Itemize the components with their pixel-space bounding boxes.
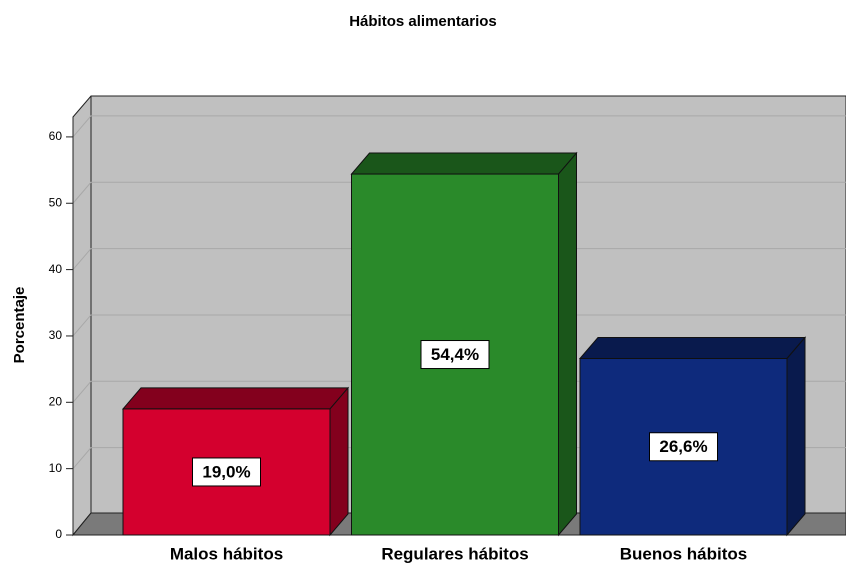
chart-title: Hábitos alimentarios	[349, 13, 497, 30]
value-label: 19,0%	[202, 462, 250, 481]
bar-top	[578, 337, 807, 360]
y-tick-label: 20	[49, 394, 63, 408]
y-tick-label: 40	[49, 262, 63, 276]
bar-side	[558, 151, 577, 537]
grid-line	[72, 181, 846, 204]
value-label: 54,4%	[431, 345, 479, 364]
bar-top	[121, 387, 350, 410]
value-label-box	[192, 457, 261, 487]
y-tick-label: 30	[49, 328, 63, 342]
x-tick-label: Regulares hábitos	[381, 544, 528, 563]
y-tick-label: 0	[55, 527, 62, 541]
y-tick-label: 60	[49, 129, 63, 143]
value-label: 26,6%	[659, 437, 707, 456]
y-tick-label: 10	[49, 461, 63, 475]
bar-side	[329, 386, 349, 537]
grid-line	[72, 248, 846, 270]
x-tick-label: Buenos hábitos	[620, 544, 748, 563]
bar-top	[350, 152, 578, 175]
grid-line	[72, 314, 846, 337]
value-label-box	[420, 340, 490, 370]
x-tick-label: Malos hábitos	[170, 544, 283, 563]
bar-side	[786, 336, 806, 537]
y-tick-label: 50	[49, 195, 63, 209]
grid-line	[72, 115, 846, 138]
value-label-box	[649, 432, 718, 462]
y-axis-label: Porcentaje	[11, 287, 28, 364]
